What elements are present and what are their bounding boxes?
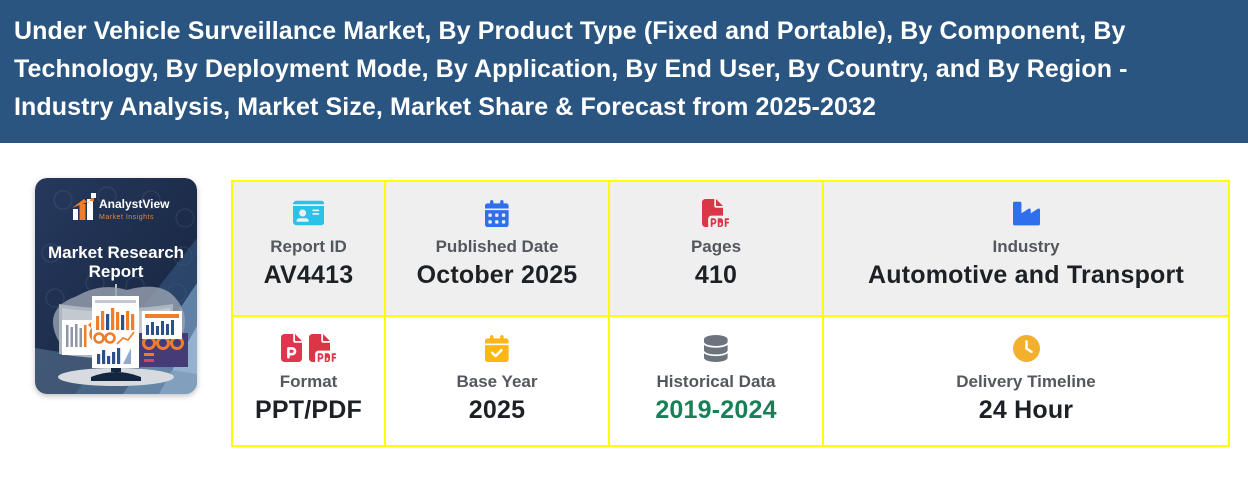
clock-icon <box>1012 333 1040 363</box>
file-ppt-and-pdf-icons <box>280 333 337 363</box>
file-ppt-icon <box>280 334 302 362</box>
report-info-grid: Report ID AV4413 Published Date October … <box>231 180 1230 447</box>
bar-chart-card <box>142 311 182 339</box>
info-cell-pages: Pages 410 <box>610 182 822 315</box>
info-label: Base Year <box>456 372 538 391</box>
info-cell-base-year: Base Year 2025 <box>386 317 608 445</box>
info-cell-historical-data: Historical Data 2019-2024 <box>610 317 822 445</box>
report-cover-illustration: AnalystView Market Insights Market Resea… <box>35 178 197 394</box>
industry-icon <box>1012 198 1040 228</box>
info-value: PPT/PDF <box>255 396 362 424</box>
page-title-line-2: Technology, By Deployment Mode, By Appli… <box>14 55 1128 83</box>
info-label: Historical Data <box>656 372 776 391</box>
info-label: Pages <box>690 237 742 256</box>
info-label: Published Date <box>435 237 559 256</box>
info-label: Delivery Timeline <box>956 372 1096 391</box>
calendar-icon <box>485 198 509 228</box>
file-pdf-icon <box>702 198 730 228</box>
info-value: 2019-2024 <box>655 396 777 424</box>
database-icon <box>704 333 728 363</box>
calendar-check-icon <box>485 333 509 363</box>
page-title-line-1: Under Vehicle Surveillance Market, By Pr… <box>14 17 1126 45</box>
info-value: October 2025 <box>416 261 578 289</box>
cover-title-line-2: Report <box>89 262 144 281</box>
info-cell-report-id: Report ID AV4413 <box>233 182 384 315</box>
file-pdf-icon <box>308 334 336 362</box>
info-label: Industry <box>992 237 1060 256</box>
info-value: 2025 <box>468 396 526 424</box>
info-value: Automotive and Transport <box>868 261 1184 289</box>
info-value: 410 <box>694 261 738 289</box>
report-cover-thumbnail: AnalystView Market Insights Market Resea… <box>35 178 197 394</box>
main-chart-page <box>92 296 139 368</box>
header-banner: Under Vehicle Surveillance Market, By Pr… <box>0 0 1248 143</box>
info-value: AV4413 <box>263 261 354 289</box>
info-cell-format: Format PPT/PDF <box>233 317 384 445</box>
id-card-icon <box>292 198 325 228</box>
brand-name: AnalystView <box>99 197 170 211</box>
info-cell-published-date: Published Date October 2025 <box>386 182 608 315</box>
brand-tagline: Market Insights <box>99 214 154 221</box>
analystview-logo-icon <box>72 193 96 220</box>
info-cell-industry: Industry Automotive and Transport <box>824 182 1228 315</box>
cover-title-line-1: Market Research <box>48 243 184 262</box>
info-label: Format <box>279 372 338 391</box>
info-value: 24 Hour <box>978 396 1074 424</box>
info-cell-delivery-timeline: Delivery Timeline 24 Hour <box>824 317 1228 445</box>
info-label: Report ID <box>270 237 347 256</box>
page-title-line-3: Industry Analysis, Market Size, Market S… <box>14 93 876 121</box>
monitor-illustration <box>58 296 188 386</box>
